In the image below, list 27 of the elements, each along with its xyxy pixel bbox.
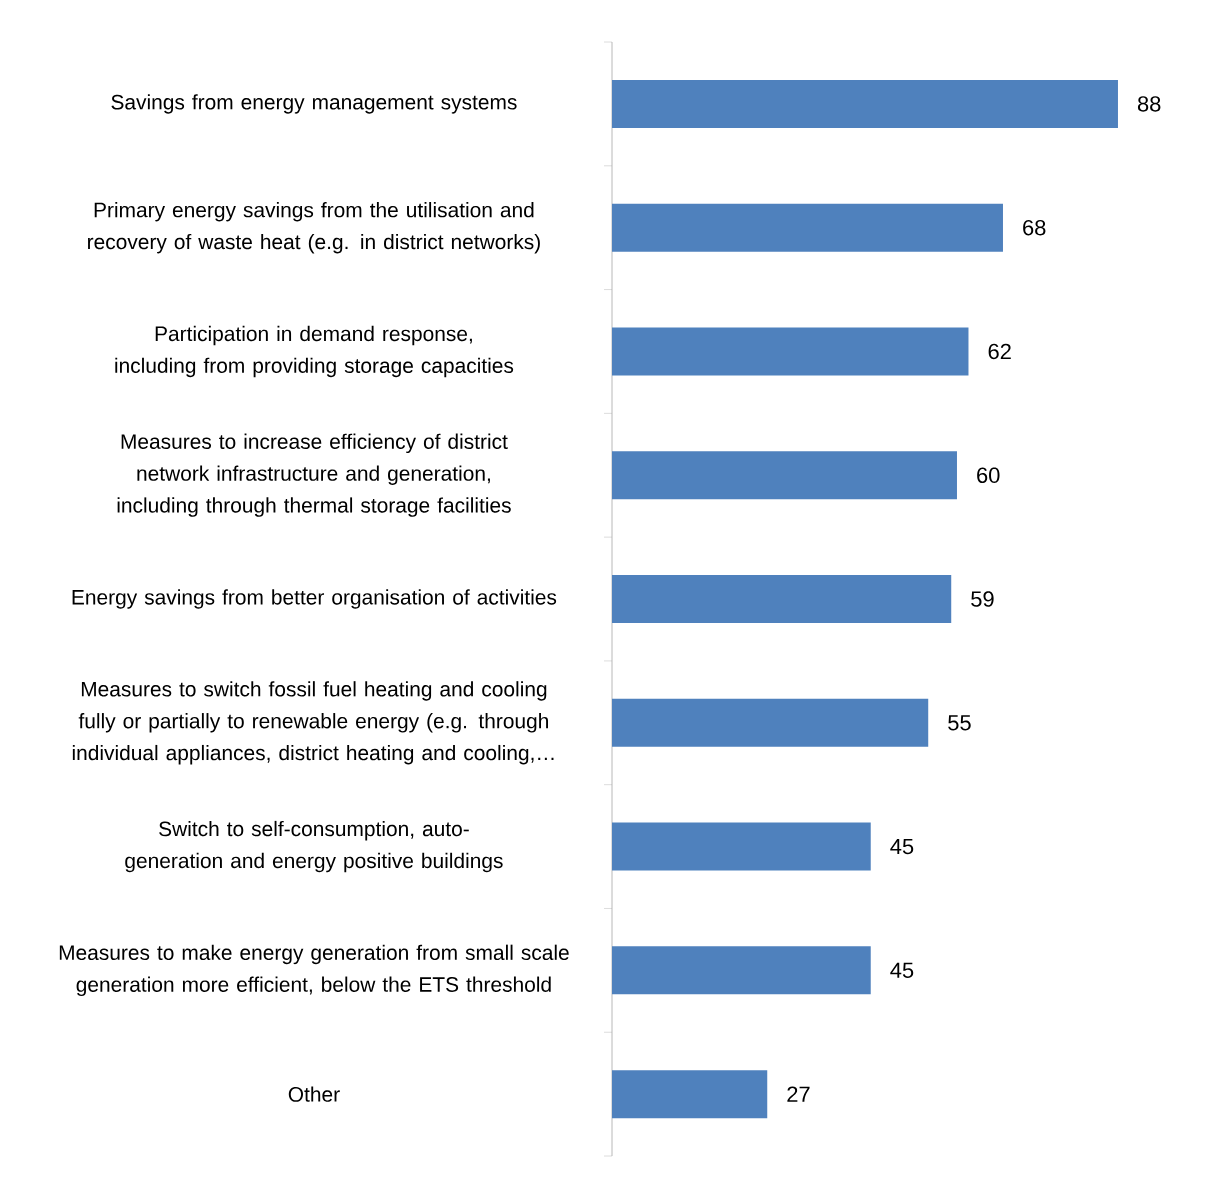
bar: [612, 451, 957, 500]
bar: [612, 327, 969, 376]
y-tick-label: Measures to make energy generation from small scale generation more efficient, below the ETS threshold: [59, 944, 569, 997]
bar: [612, 698, 929, 747]
data-label: 60: [977, 467, 1000, 483]
data-label: 68: [1023, 219, 1046, 236]
data-label: 27: [787, 1086, 810, 1102]
y-tick-label: Switch to self-consumption, auto-generation and energy positive buildings: [125, 820, 503, 873]
y-tick-label: Savings from energy management systems: [111, 94, 517, 114]
bar: [612, 203, 1003, 252]
data-label: 55: [948, 715, 971, 731]
y-tick-label: Primary energy savings from the utilisation and recovery of waste heat (e.g. in district networks): [88, 202, 540, 254]
bar: [612, 79, 1118, 128]
y-tick-label: Measures to increase efficiency of district network infrastructure and generation, including through thermal storage facilities: [117, 433, 511, 517]
y-tick-label: Other: [288, 1086, 340, 1102]
bar: [612, 1070, 768, 1119]
y-tick-label: Participation in demand response, including from providing storage capacities: [115, 325, 514, 378]
bar: [612, 946, 871, 995]
bar: [612, 822, 871, 871]
bar: [612, 575, 952, 624]
y-tick-label: Measures to switch fossil fuel heating and cooling fully or partially to renewable energy (e.g. through individual appliances, district heating and cooling,…: [72, 681, 554, 765]
data-label: 62: [988, 343, 1011, 360]
data-label: 45: [890, 838, 914, 855]
data-label: 59: [971, 591, 994, 607]
data-label: 45: [890, 962, 914, 978]
y-tick-label: Energy savings from better organisation of activities: [72, 589, 557, 609]
data-label: 88: [1137, 96, 1161, 112]
